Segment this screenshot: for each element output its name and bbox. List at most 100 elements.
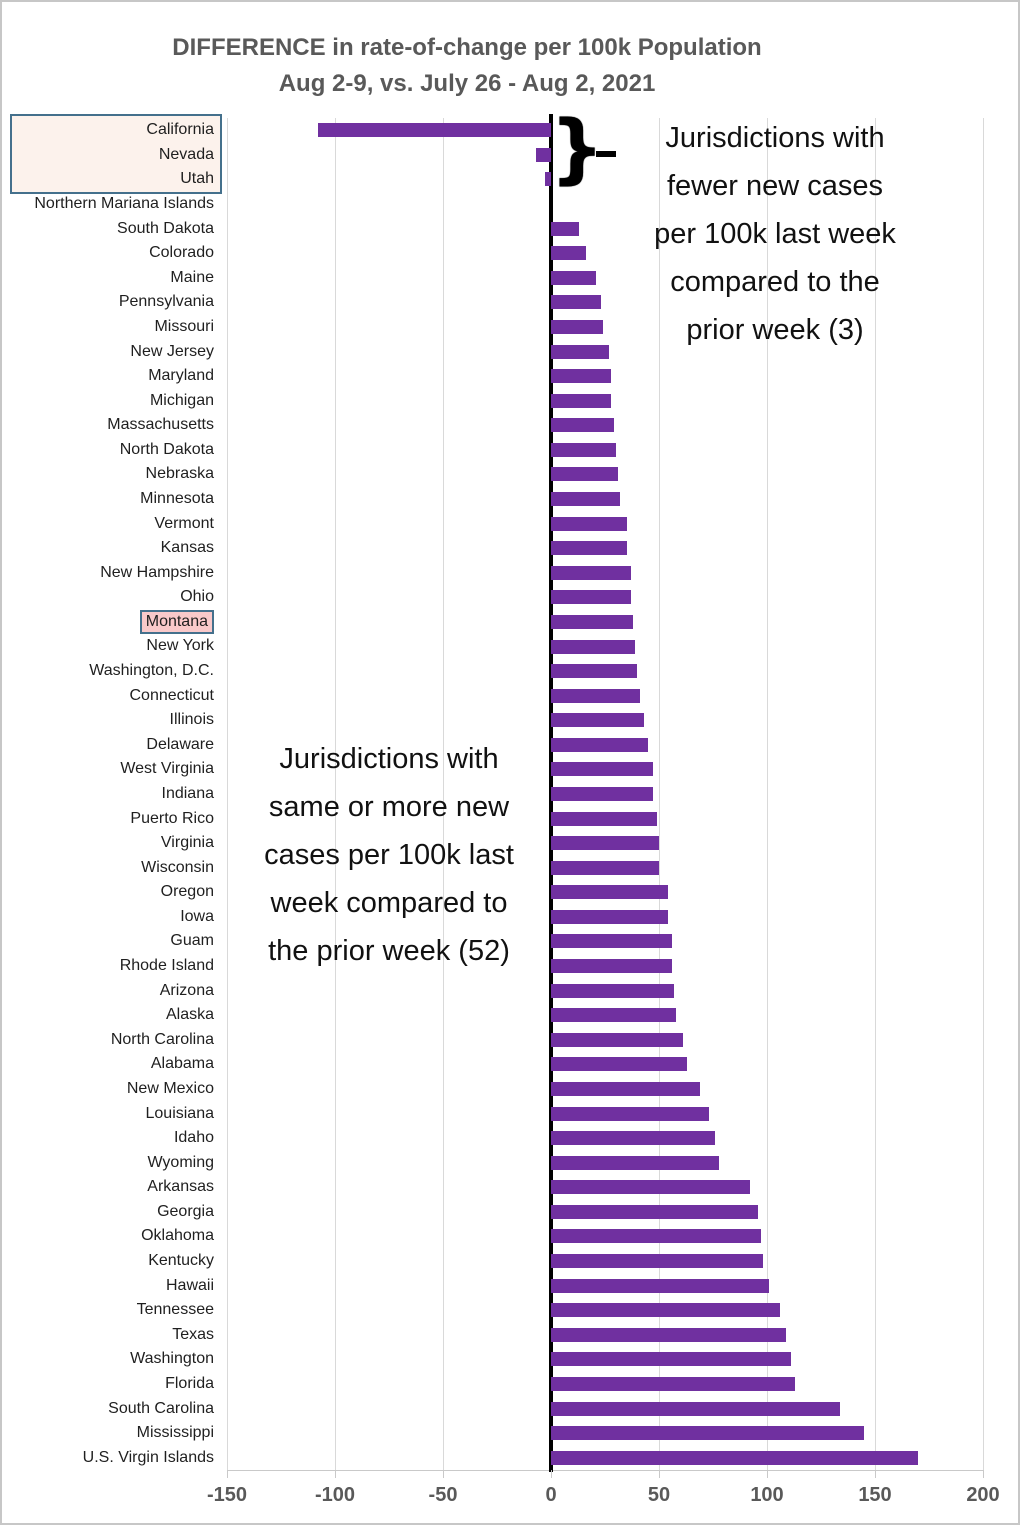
axis-tickmark <box>983 1470 984 1478</box>
bar-colorado <box>551 246 586 261</box>
category-label: Northern Mariana Islands <box>34 195 214 213</box>
category-label: Iowa <box>180 907 214 925</box>
category-label: Idaho <box>173 1129 214 1147</box>
gridline <box>875 118 876 1470</box>
bar-mississippi <box>551 1426 865 1441</box>
bar-connecticut <box>551 688 640 703</box>
bar-massachusetts <box>551 418 614 433</box>
bar-hawaii <box>551 1278 770 1293</box>
bar-west-virginia <box>551 762 653 777</box>
bar-idaho <box>551 1131 716 1146</box>
category-label: Guam <box>170 932 214 950</box>
category-label: Puerto Rico <box>130 809 214 827</box>
axis-tickmark <box>227 1470 228 1478</box>
category-label: New Hampshire <box>100 563 214 581</box>
bar-virginia <box>551 836 659 851</box>
bar-louisiana <box>551 1106 709 1121</box>
annotation-line: fewer new cases <box>667 170 883 202</box>
annotation-line: compared to the <box>670 266 880 298</box>
bar-utah <box>544 172 551 187</box>
category-label: Florida <box>165 1374 214 1392</box>
x-axis-tick-label: 150 <box>858 1484 892 1506</box>
plot-area <box>227 114 984 1472</box>
annotation-line: week compared to <box>270 887 508 919</box>
category-label: New Mexico <box>126 1079 214 1097</box>
category-labels: California Nevada Utah Northern Mariana Isl… <box>2 118 220 1470</box>
category-label: North Dakota <box>119 440 214 458</box>
curly-brace-icon: } <box>550 103 605 192</box>
bar-pennsylvania <box>551 295 601 310</box>
category-label: Vermont <box>154 514 214 532</box>
gridline <box>983 118 984 1470</box>
bar-missouri <box>551 319 603 334</box>
category-label: Rhode Island <box>119 957 214 975</box>
annotation-line: the prior week (52) <box>268 935 510 967</box>
category-label: Arkansas <box>147 1178 214 1196</box>
bar-delaware <box>551 737 649 752</box>
bar-washington <box>551 1352 791 1367</box>
bar-nebraska <box>551 467 618 482</box>
bar-south-carolina <box>551 1401 841 1416</box>
bar-ohio <box>551 590 631 605</box>
category-label: Missouri <box>154 317 214 335</box>
category-label: West Virginia <box>120 760 214 778</box>
category-label: Alaska <box>165 1006 214 1024</box>
bar-rhode-island <box>551 959 672 974</box>
axis-tickmark <box>767 1470 768 1478</box>
category-label: Arizona <box>159 981 214 999</box>
category-label: Illinois <box>169 711 214 729</box>
gridline <box>659 118 660 1470</box>
x-axis-tick-label: 100 <box>750 1484 784 1506</box>
gridline <box>443 118 444 1470</box>
x-axis-tick-label: 0 <box>545 1484 557 1506</box>
category-label: Louisiana <box>145 1104 215 1122</box>
bar-montana <box>551 614 634 629</box>
bar-u-s-virgin-islands <box>551 1450 919 1465</box>
bar-wyoming <box>551 1155 720 1170</box>
category-label: Oregon <box>160 883 214 901</box>
category-label: Kentucky <box>148 1252 214 1270</box>
category-label: Connecticut <box>129 686 215 704</box>
bar-north-carolina <box>551 1032 683 1047</box>
bar-kentucky <box>551 1254 763 1269</box>
category-label: Georgia <box>157 1202 214 1220</box>
bar-tennessee <box>551 1303 780 1318</box>
bar-illinois <box>551 713 644 728</box>
bar-new-jersey <box>551 344 610 359</box>
category-label: South Dakota <box>117 219 214 237</box>
x-axis-tick-label: 50 <box>647 1484 671 1506</box>
category-label: Oklahoma <box>141 1227 214 1245</box>
category-label: Massachusetts <box>107 416 214 434</box>
category-label: Washington, D.C. <box>89 662 214 680</box>
bar-vermont <box>551 516 627 531</box>
bar-iowa <box>551 909 668 924</box>
curly-brace-tail <box>596 151 616 157</box>
category-label: Maryland <box>148 367 214 385</box>
category-label: Colorado <box>149 244 214 262</box>
category-label: Wyoming <box>147 1153 214 1171</box>
bar-washington-d-c- <box>551 664 638 679</box>
category-label: Delaware <box>146 735 214 753</box>
category-label: Virginia <box>160 834 214 852</box>
axis-tickmark <box>659 1470 660 1478</box>
category-label: Ohio <box>180 588 214 606</box>
category-label: Texas <box>172 1325 214 1343</box>
category-label: Pennsylvania <box>118 293 214 311</box>
bar-florida <box>551 1376 796 1391</box>
bar-alaska <box>551 1008 677 1023</box>
axis-tickmark <box>551 1470 552 1478</box>
category-label: Maine <box>170 268 214 286</box>
bar-south-dakota <box>551 221 580 236</box>
category-label: U.S. Virgin Islands <box>82 1448 214 1466</box>
annotation-line: Jurisdictions with <box>665 122 885 154</box>
annotation-fewer-cases: Jurisdictions with fewer new cases per 1… <box>610 114 940 354</box>
category-label: Indiana <box>161 784 215 802</box>
bar-indiana <box>551 787 653 801</box>
bar-arkansas <box>551 1180 750 1195</box>
category-label: North Carolina <box>110 1030 214 1048</box>
category-label: Montana <box>2 609 214 635</box>
bar-nevada <box>535 147 551 162</box>
chart-title: DIFFERENCE in rate-of-change per 100k Po… <box>2 30 932 102</box>
bar-alabama <box>551 1057 688 1072</box>
highlight-box-fewer-group <box>10 114 222 194</box>
